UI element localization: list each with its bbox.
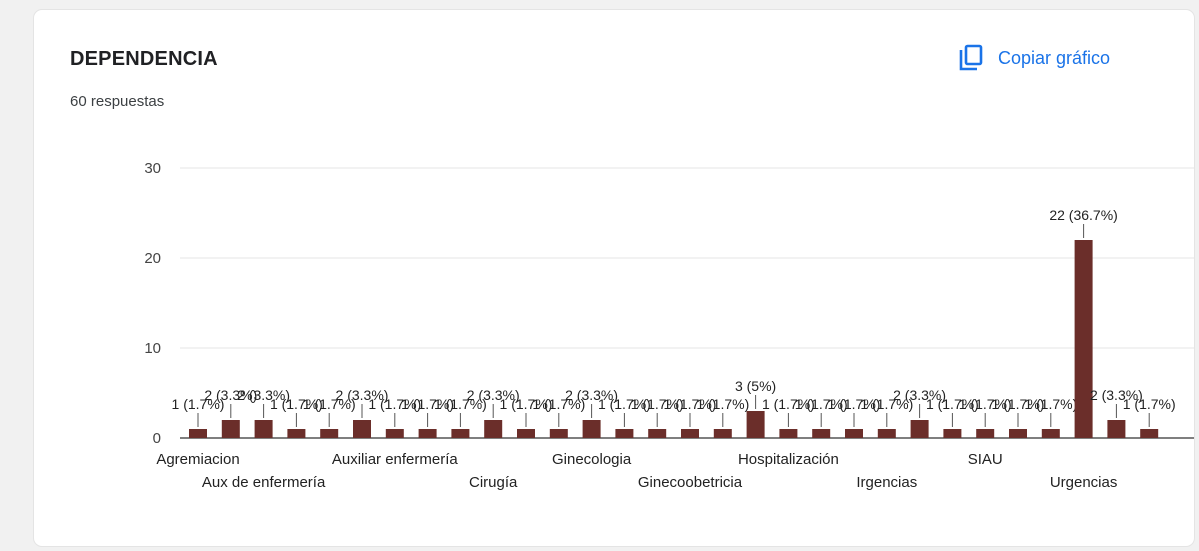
data-label-28: 2 (3.3%)	[1090, 387, 1143, 403]
x-tick-label: Ginecologia	[552, 451, 632, 468]
bar-11	[549, 429, 568, 438]
bar-1	[221, 420, 240, 438]
y-tick-label: 0	[153, 430, 161, 447]
bar-13	[615, 429, 634, 438]
bar-23	[943, 429, 962, 438]
copy-chart-label: Copiar gráfico	[998, 47, 1111, 68]
data-label-16: 1 (1.7%)	[696, 396, 749, 412]
bar-29	[1140, 429, 1159, 438]
bar-16	[713, 429, 732, 438]
data-label-27: 22 (36.7%)	[1049, 207, 1117, 223]
bar-22	[910, 420, 929, 438]
bar-4	[320, 429, 339, 438]
bar-19	[812, 429, 831, 438]
data-label-14: 1 (1.7%)	[631, 396, 684, 412]
y-tick-label: 10	[144, 340, 161, 357]
response-count: 60 respuestas	[70, 93, 165, 110]
data-label-29: 1 (1.7%)	[1123, 396, 1176, 412]
data-label-9: 2 (3.3%)	[467, 387, 520, 403]
data-label-19: 1 (1.7%)	[795, 396, 848, 412]
x-tick-label: Agremiacion	[156, 451, 239, 468]
data-label-5: 2 (3.3%)	[336, 387, 389, 403]
data-label-20: 1 (1.7%)	[828, 396, 881, 412]
chart-title: DEPENDENCIA	[70, 48, 218, 70]
bar-24	[976, 429, 995, 438]
data-label-4: 1 (1.7%)	[303, 396, 356, 412]
y-tick-label: 20	[144, 250, 161, 267]
data-label-25: 1 (1.7%)	[992, 396, 1045, 412]
data-label-1: 2 (3.3%)	[204, 387, 257, 403]
copy-chart-button[interactable]: Copiar gráfico	[958, 42, 1110, 74]
bar-10	[517, 429, 535, 438]
data-label-21: 1 (1.7%)	[860, 396, 913, 412]
data-label-3: 1 (1.7%)	[270, 396, 323, 412]
bar-21	[877, 429, 896, 438]
bar-6	[385, 429, 404, 438]
bar-2	[254, 420, 273, 438]
x-tick-label: Ginecoobetricia	[638, 474, 743, 491]
bar-28	[1107, 420, 1126, 438]
data-label-12: 2 (3.3%)	[565, 387, 618, 403]
x-tick-label: SIAU	[968, 451, 1003, 468]
data-label-23: 1 (1.7%)	[926, 396, 979, 412]
bar-27	[1074, 240, 1093, 438]
data-label-10: 1 (1.7%)	[500, 396, 553, 412]
bar-25	[1009, 429, 1027, 438]
x-tick-label: Auxiliar enfermería	[332, 451, 459, 468]
x-tick-label: Irgencias	[856, 474, 917, 491]
x-tick-label: Cirugía	[469, 474, 518, 491]
bar-0	[189, 429, 207, 438]
chart-area: 0 10 20 30 1 (1.7%) 2 (3.3%) 2 (3.3%) 1 (1.7%) 1…	[34, 10, 1194, 546]
bar-8	[451, 429, 470, 438]
data-label-8: 1 (1.7%)	[434, 396, 487, 412]
bar-7	[418, 429, 437, 438]
data-label-24: 1 (1.7%)	[959, 396, 1012, 412]
data-label-18: 1 (1.7%)	[762, 396, 815, 412]
y-tick-label: 30	[144, 160, 161, 177]
bar-5	[353, 420, 371, 438]
data-label-15: 1 (1.7%)	[664, 396, 717, 412]
data-label-0: 1 (1.7%)	[172, 396, 225, 412]
data-label-11: 1 (1.7%)	[532, 396, 585, 412]
bar-3	[287, 429, 306, 438]
data-label-17: 3 (5%)	[735, 378, 776, 394]
x-tick-label: Urgencias	[1050, 474, 1118, 491]
data-label-6: 1 (1.7%)	[368, 396, 421, 412]
chart-card: 0 10 20 30 1 (1.7%) 2 (3.3%) 2 (3.3%) 1 (1.7%) 1…	[34, 10, 1194, 546]
bar-12	[582, 420, 601, 438]
data-label-13: 1 (1.7%)	[598, 396, 651, 412]
data-label-22: 2 (3.3%)	[893, 387, 946, 403]
bar-18	[779, 429, 798, 438]
x-tick-label: Hospitalización	[738, 451, 839, 468]
data-label-2: 2 (3.3%)	[237, 387, 290, 403]
x-tick-label: Aux de enfermería	[202, 474, 326, 491]
bar-17	[746, 411, 765, 438]
bar-20	[845, 429, 863, 438]
copy-icon	[958, 44, 984, 72]
bar-15	[681, 429, 699, 438]
bar-26	[1041, 429, 1060, 438]
data-label-7: 1 (1.7%)	[401, 396, 454, 412]
bar-14	[648, 429, 667, 438]
data-label-26: 1 (1.7%)	[1024, 396, 1077, 412]
bar-9	[484, 420, 503, 438]
